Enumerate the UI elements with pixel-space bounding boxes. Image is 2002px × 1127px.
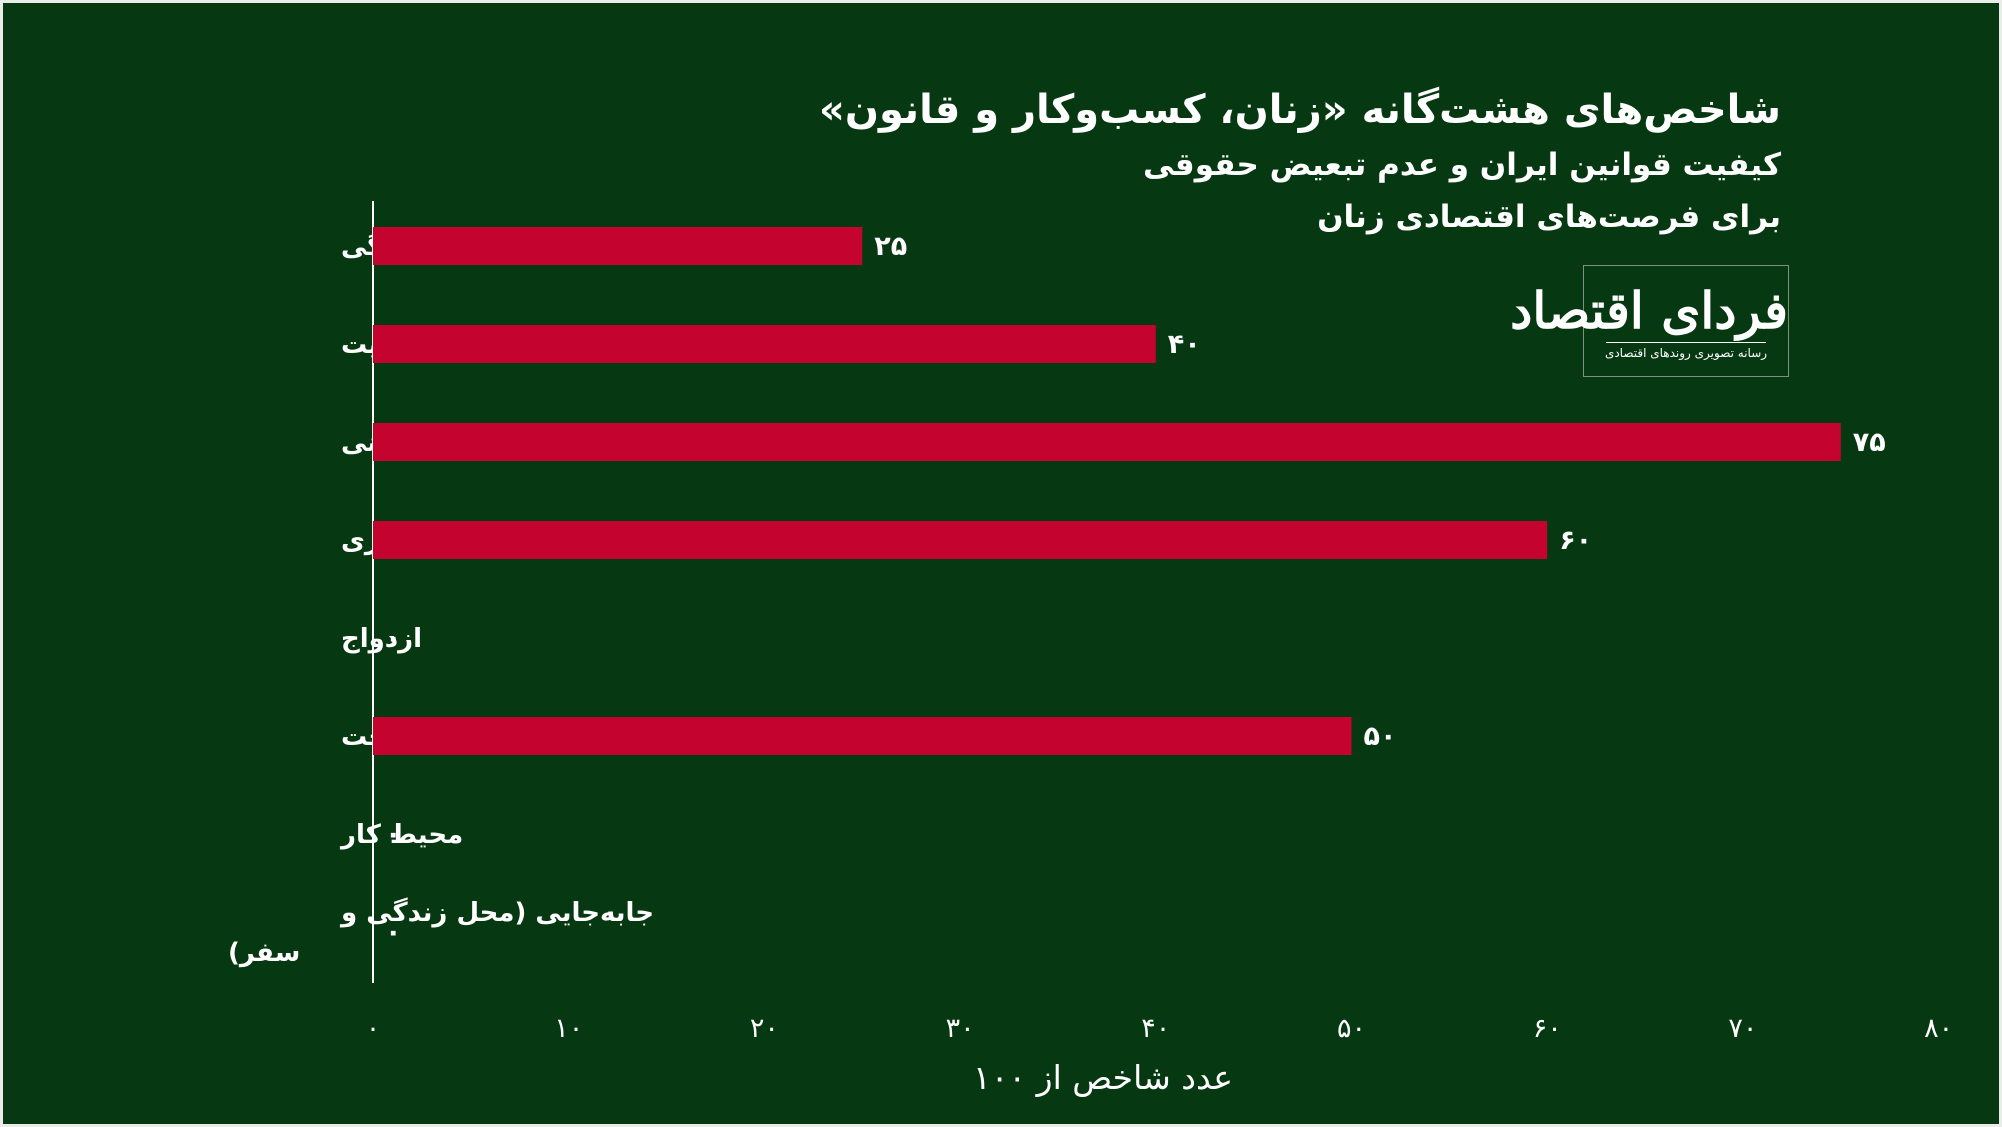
category-label-line: محیط کار [339, 820, 463, 850]
chart-title: شاخص‌های هشت‌گانه «زنان، کسب‌وکار و قانو… [818, 87, 1781, 133]
logo-divider [1606, 342, 1766, 343]
bar [373, 423, 1841, 461]
logo-wordmark: فردای اقتصاد [1510, 281, 1788, 340]
category-label: ازدواج [341, 624, 422, 654]
value-label: ۵۰ [1364, 721, 1397, 752]
category-label: جابه‌جایی (محل زندگی و سفر) [228, 897, 654, 968]
x-tick-label: ۳۰ [946, 1013, 975, 1044]
x-tick-label: ۵۰ [1337, 1013, 1366, 1044]
bar-chart: بازنشستگی۲۵دارایی (ارث و مالکیت۴۰کارآفری… [228, 201, 1953, 1098]
brand-logo: فردای اقتصاد رسانه تصویری روندهای اقتصاد… [1510, 265, 1789, 377]
x-tick-label: ۶۰ [1533, 1013, 1562, 1044]
x-tick-label: ۱۰ [554, 1013, 583, 1044]
category-label-line: سفر) [228, 938, 300, 968]
x-tick-label: ۸۰ [1924, 1013, 1953, 1044]
bar [373, 521, 1548, 559]
category-label-line: ازدواج [341, 624, 422, 654]
value-label: ۷۵ [1853, 427, 1886, 458]
x-tick-label: ۲۰ [750, 1013, 779, 1044]
bar [373, 717, 1352, 755]
bar [373, 325, 1156, 363]
x-tick-label: ۷۰ [1728, 1013, 1757, 1044]
chart-subtitle-line-1: کیفیت قوانین ایران و عدم تبعیض حقوقی [1143, 147, 1781, 183]
category-label-line: جابه‌جایی (محل زندگی و [339, 897, 654, 928]
chart-subtitle-line-2: برای فرصت‌های اقتصادی زنان [1317, 199, 1781, 235]
logo-tagline: رسانه تصویری روندهای اقتصادی [1604, 346, 1768, 360]
title-block: شاخص‌های هشت‌گانه «زنان، کسب‌وکار و قانو… [819, 81, 1781, 243]
x-tick-label: ۰ [366, 1013, 381, 1044]
category-label: محیط کار [339, 820, 463, 850]
value-label: ۰ [385, 917, 401, 948]
bar [373, 227, 863, 265]
x-tick-label: ۴۰ [1141, 1013, 1170, 1044]
value-label: ۰ [385, 819, 401, 850]
x-axis-title: عدد شاخص از ۱۰۰ [973, 1058, 1233, 1098]
value-label: ۶۰ [1559, 525, 1592, 556]
value-label: ۲۵ [874, 231, 907, 262]
value-label: ۰ [385, 623, 401, 654]
value-label: ۴۰ [1168, 329, 1201, 360]
